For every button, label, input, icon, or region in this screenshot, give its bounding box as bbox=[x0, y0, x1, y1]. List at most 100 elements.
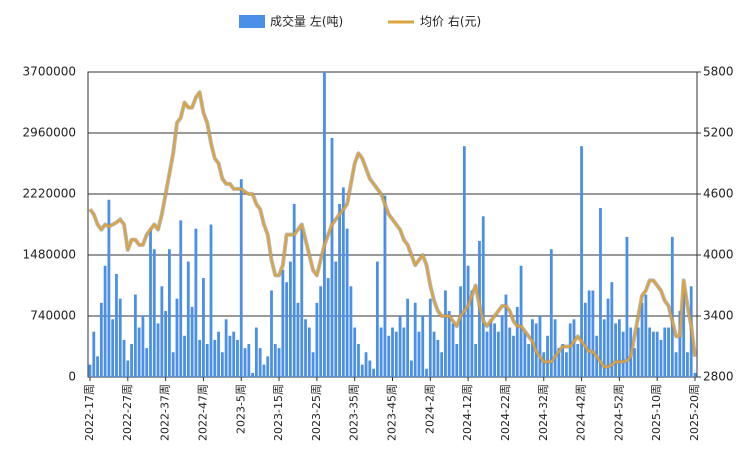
bar bbox=[205, 344, 209, 377]
bar bbox=[606, 298, 610, 377]
bar bbox=[394, 331, 398, 377]
bar bbox=[228, 335, 232, 377]
x-tick-label: 2025-20周 bbox=[688, 384, 701, 441]
bar bbox=[251, 372, 254, 377]
bar bbox=[599, 208, 602, 377]
x-tick-label: 2024-52周 bbox=[612, 384, 625, 441]
y-tick-label: 1480000 bbox=[23, 248, 76, 262]
bar bbox=[217, 331, 220, 377]
bar bbox=[194, 228, 198, 377]
bar bbox=[190, 306, 194, 377]
y-tick-label: 2960000 bbox=[23, 126, 76, 140]
x-tick-label: 2024-42周 bbox=[575, 384, 588, 441]
bar bbox=[447, 311, 451, 377]
bar bbox=[648, 327, 652, 377]
bar bbox=[292, 203, 296, 377]
bar bbox=[667, 327, 670, 377]
bar bbox=[451, 323, 455, 377]
bar bbox=[368, 360, 372, 377]
bar bbox=[122, 339, 126, 377]
bar bbox=[289, 261, 292, 377]
x-tick-label: 2023-45周 bbox=[386, 384, 399, 441]
x-tick-label: 2022-37周 bbox=[159, 384, 172, 441]
x-tick-label: 2023-35周 bbox=[348, 384, 361, 441]
x-tick-label: 2024-32周 bbox=[537, 384, 550, 441]
bar bbox=[254, 327, 258, 377]
bar bbox=[330, 137, 334, 377]
bar bbox=[614, 323, 617, 377]
bar bbox=[504, 294, 508, 377]
bar bbox=[364, 352, 368, 377]
bar bbox=[186, 261, 190, 377]
bar bbox=[500, 315, 504, 377]
bar bbox=[247, 344, 251, 377]
bar bbox=[610, 282, 614, 377]
bar bbox=[387, 335, 391, 377]
bar bbox=[481, 216, 485, 377]
bar bbox=[304, 319, 307, 377]
x-tick-label: 2024-2周 bbox=[423, 384, 436, 434]
bar bbox=[239, 179, 243, 377]
bar bbox=[421, 315, 425, 377]
bar bbox=[281, 269, 285, 377]
bar bbox=[410, 360, 413, 377]
bar bbox=[561, 344, 565, 377]
bar bbox=[224, 319, 228, 377]
x-tick-label: 2022-17周 bbox=[83, 384, 96, 441]
bar bbox=[417, 331, 421, 377]
bar bbox=[391, 327, 394, 377]
bar bbox=[602, 319, 606, 377]
bar bbox=[587, 290, 591, 377]
bar bbox=[496, 331, 500, 377]
bar bbox=[406, 298, 410, 377]
bar bbox=[258, 348, 262, 377]
x-tick-label: 2023-5周 bbox=[234, 384, 247, 434]
bar bbox=[519, 265, 523, 377]
bar bbox=[674, 352, 678, 377]
bar bbox=[527, 344, 531, 377]
y2-tick-label: 2800 bbox=[703, 370, 734, 384]
bar bbox=[103, 265, 107, 377]
bar bbox=[466, 265, 470, 377]
bar bbox=[444, 290, 447, 377]
bar bbox=[243, 348, 247, 377]
bar bbox=[160, 286, 164, 377]
bar bbox=[553, 319, 557, 377]
bar bbox=[285, 282, 289, 377]
legend-label: 成交量 左(吨) bbox=[270, 14, 343, 29]
bar bbox=[459, 286, 462, 377]
bar bbox=[232, 331, 236, 377]
bar bbox=[311, 352, 315, 377]
bar bbox=[236, 339, 239, 377]
x-tick-label: 2024-12周 bbox=[461, 384, 474, 441]
y-tick-label: 0 bbox=[68, 370, 76, 384]
bar bbox=[440, 352, 444, 377]
bar bbox=[621, 331, 625, 377]
bar bbox=[315, 302, 319, 377]
bar bbox=[300, 228, 304, 377]
bar bbox=[455, 344, 459, 377]
bar bbox=[202, 278, 205, 377]
bar bbox=[670, 236, 674, 377]
bar bbox=[576, 344, 580, 377]
bar bbox=[633, 348, 636, 377]
bar bbox=[341, 187, 345, 377]
bar bbox=[266, 356, 270, 377]
x-tick-label: 2023-25周 bbox=[310, 384, 323, 441]
bar bbox=[183, 335, 186, 377]
bar bbox=[345, 228, 349, 377]
bar bbox=[360, 364, 364, 377]
bar bbox=[353, 327, 357, 377]
bar bbox=[489, 319, 493, 377]
x-tick-label: 2022-47周 bbox=[196, 384, 209, 441]
bar bbox=[655, 331, 659, 377]
bar bbox=[565, 352, 568, 377]
x-tick-label: 2025-10周 bbox=[650, 384, 663, 441]
bar bbox=[130, 344, 133, 377]
bar bbox=[508, 327, 512, 377]
legend-label: 均价 右(元) bbox=[420, 14, 481, 29]
bar bbox=[326, 278, 330, 377]
bar bbox=[572, 319, 576, 377]
bar bbox=[270, 290, 273, 377]
legend-swatch bbox=[239, 15, 265, 28]
